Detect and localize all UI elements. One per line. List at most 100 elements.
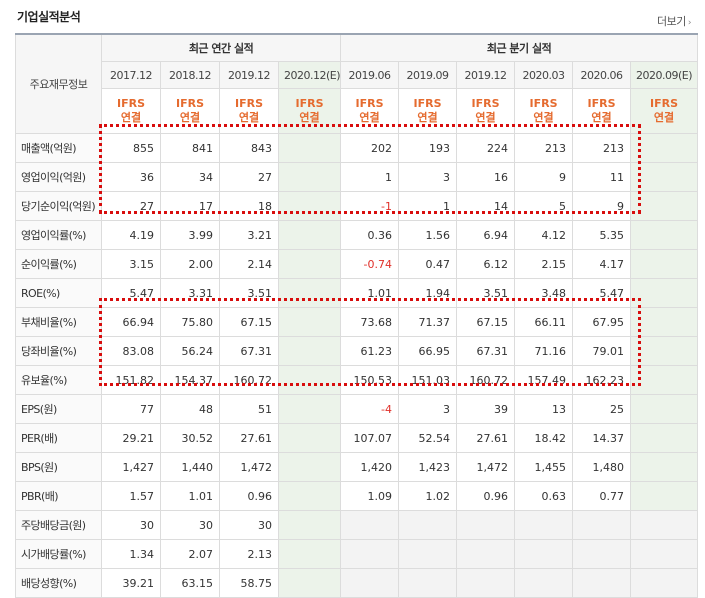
annual-value-cell: 2.00: [160, 249, 220, 279]
quarter-value-cell: 73.68: [340, 307, 400, 337]
annual-value-cell: 29.21: [101, 423, 161, 453]
quarter-value-cell: -4: [340, 394, 400, 424]
basis-header: IFRS 연결: [514, 88, 574, 134]
annual-value-cell: [277, 423, 342, 453]
annual-value-cell: 154.37: [160, 365, 220, 395]
period-header: 2018.12: [160, 61, 220, 89]
basis-consolidated-label: 연결: [238, 111, 260, 124]
annual-value-cell: 51: [219, 394, 279, 424]
row-label: 주당배당금(원): [15, 510, 102, 540]
quarter-value-cell: 162.23: [572, 365, 632, 395]
basis-standard-label: IFRS: [176, 97, 204, 110]
more-link[interactable]: 더보기 ›: [657, 13, 692, 29]
quarter-value-cell: 5.47: [572, 278, 632, 308]
annual-value-cell: 3.99: [160, 220, 220, 250]
annual-value-cell: [277, 133, 342, 163]
annual-value-cell: 30.52: [160, 423, 220, 453]
period-header: 2017.12: [101, 61, 161, 89]
quarter-value-cell: 2.15: [514, 249, 574, 279]
period-header: 2019.12: [219, 61, 279, 89]
quarter-value-cell: 67.95: [572, 307, 632, 337]
basis-header: IFRS 연결: [572, 88, 632, 134]
annual-value-cell: 27: [219, 162, 279, 192]
quarter-value-cell: 71.16: [514, 336, 574, 366]
quarter-value-cell: 1.02: [398, 481, 458, 511]
quarter-value-cell: 1,420: [340, 452, 400, 482]
annual-value-cell: 18: [219, 191, 279, 221]
quarter-value-cell: 66.11: [514, 307, 574, 337]
annual-value-cell: 30: [219, 510, 279, 540]
annual-value-cell: 5.47: [101, 278, 161, 308]
period-header: 2019.06: [340, 61, 400, 89]
quarter-value-cell: 52.54: [398, 423, 458, 453]
more-link-label: 더보기: [657, 15, 686, 28]
quarter-value-cell: 1: [340, 162, 400, 192]
annual-value-cell: [277, 452, 342, 482]
basis-consolidated-label: 연결: [120, 111, 142, 124]
quarter-value-cell: [630, 365, 699, 395]
table-row: 순이익률(%) 3.15 2.00 2.14 -0.74 0.47 6.12 2.15 4.17: [15, 249, 699, 279]
quarter-value-cell: 3: [398, 394, 458, 424]
annual-value-cell: 56.24: [160, 336, 220, 366]
annual-group-header: 최근 연간 실적: [100, 33, 342, 62]
quarter-value-cell: 213: [572, 133, 632, 163]
quarter-value-cell: 9: [572, 191, 632, 221]
row-label: 시가배당률(%): [15, 539, 102, 569]
row-label: PBR(배): [15, 481, 102, 511]
quarter-value-cell: 224: [456, 133, 516, 163]
basis-consolidated-label: 연결: [299, 111, 320, 124]
annual-value-cell: 3.31: [160, 278, 220, 308]
quarter-value-cell: 160.72: [456, 365, 516, 395]
annual-value-cell: 39.21: [101, 568, 161, 598]
empty-cell: [514, 510, 574, 540]
quarter-value-cell: 71.37: [398, 307, 458, 337]
basis-standard-label: IFRS: [529, 97, 558, 110]
row-label: BPS(원): [15, 452, 102, 482]
row-label: 당기순이익(억원): [15, 191, 102, 221]
basis-header: IFRS 연결: [277, 88, 342, 134]
quarter-value-cell: [630, 452, 699, 482]
annual-value-cell: 30: [160, 510, 220, 540]
empty-cell: [398, 539, 458, 569]
quarter-value-cell: [630, 133, 699, 163]
annual-value-cell: 83.08: [101, 336, 161, 366]
quarter-value-cell: [630, 336, 699, 366]
table-row: BPS(원) 1,427 1,440 1,472 1,420 1,423 1,472 1,45…: [15, 452, 699, 482]
quarter-value-cell: 0.63: [514, 481, 574, 511]
quarter-value-cell: 4.12: [514, 220, 574, 250]
quarter-value-cell: 151.03: [398, 365, 458, 395]
period-header: 2020.03: [514, 61, 574, 89]
annual-value-cell: 4.19: [101, 220, 161, 250]
annual-value-cell: [277, 539, 342, 569]
annual-value-cell: [277, 481, 342, 511]
chevron-right-icon: ›: [687, 18, 692, 28]
table-row: 매출액(억원) 855 841 843 202 193 224 213 213: [15, 133, 699, 163]
basis-consolidated-label: 연결: [591, 111, 612, 124]
annual-value-cell: 1,427: [101, 452, 161, 482]
quarter-value-cell: -1: [340, 191, 400, 221]
row-label: 영업이익률(%): [15, 220, 102, 250]
row-label: 배당성향(%): [15, 568, 102, 598]
annual-value-cell: 17: [160, 191, 220, 221]
basis-standard-label: IFRS: [235, 97, 263, 110]
annual-value-cell: 27.61: [219, 423, 279, 453]
quarter-value-cell: 0.96: [456, 481, 516, 511]
quarter-value-cell: 0.36: [340, 220, 400, 250]
annual-value-cell: 30: [101, 510, 161, 540]
quarter-value-cell: 79.01: [572, 336, 632, 366]
annual-value-cell: 160.72: [219, 365, 279, 395]
annual-value-cell: 0.96: [219, 481, 279, 511]
period-header: 2020.12(E): [277, 61, 342, 89]
annual-value-cell: 77: [101, 394, 161, 424]
quarter-value-cell: 1,480: [572, 452, 632, 482]
basis-header: IFRS 연결: [456, 88, 516, 134]
basis-standard-label: IFRS: [587, 97, 616, 110]
empty-cell: [398, 568, 458, 598]
quarter-value-cell: 67.15: [456, 307, 516, 337]
annual-value-cell: 2.13: [219, 539, 279, 569]
quarter-value-cell: 1,472: [456, 452, 516, 482]
annual-value-cell: 66.94: [101, 307, 161, 337]
annual-value-cell: [277, 365, 342, 395]
row-label: 매출액(억원): [15, 133, 102, 163]
annual-value-cell: 2.14: [219, 249, 279, 279]
